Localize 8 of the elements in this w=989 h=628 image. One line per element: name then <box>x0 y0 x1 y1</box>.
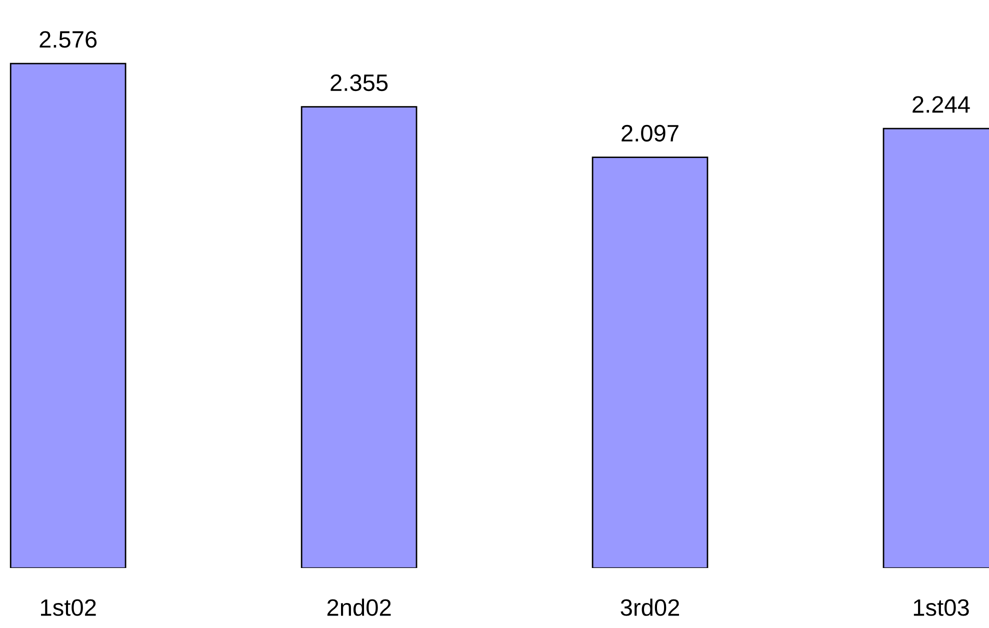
x-tick-label: 1st02 <box>41 599 96 616</box>
x-tick-label: 2nd02 <box>327 598 391 616</box>
data-label: 2.097 <box>622 124 678 142</box>
x-tick-label: 1st03 <box>914 599 969 616</box>
x-tick-label: 3rd02 <box>620 598 680 616</box>
data-label: 2.355 <box>330 74 388 92</box>
data-label: 2.244 <box>912 96 970 113</box>
data-label: 2.576 <box>40 31 97 48</box>
